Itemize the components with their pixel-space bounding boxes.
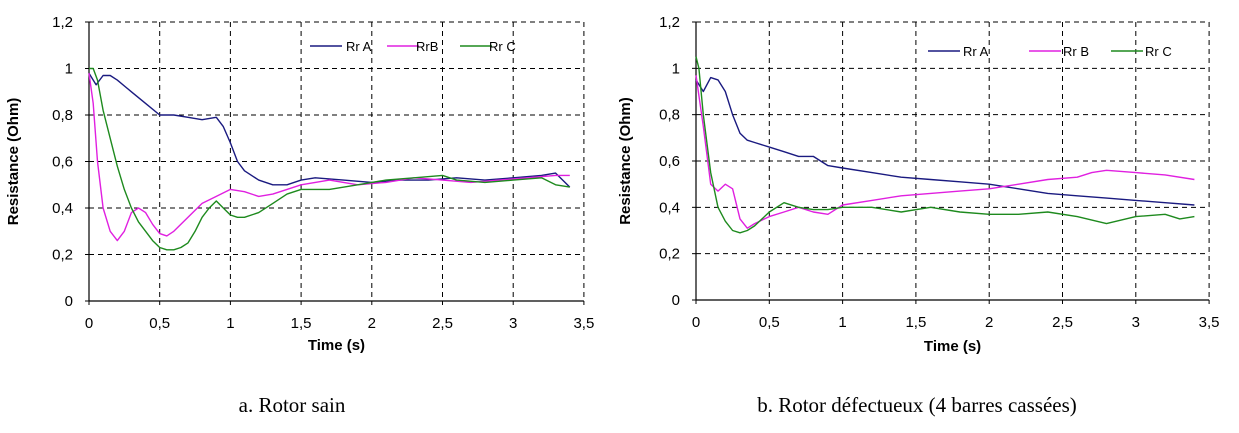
x-tick-label: 0,5 — [149, 315, 170, 332]
chart-caption: a. Rotor sain — [239, 393, 346, 417]
x-axis-title: Time (s) — [308, 337, 365, 354]
y-tick-label: 1 — [65, 61, 73, 78]
y-tick-label: 0,8 — [52, 107, 73, 124]
x-tick-label: 3 — [509, 315, 517, 332]
x-tick-label: 1 — [226, 315, 234, 332]
legend-label: Rr A — [346, 39, 372, 54]
x-tick-label: 2 — [985, 314, 993, 331]
x-tick-label: 2 — [368, 315, 376, 332]
y-axis-title: Resistance (Ohm) — [617, 97, 634, 225]
x-tick-label: 1,5 — [291, 315, 312, 332]
legend-label: Rr B — [1063, 44, 1089, 59]
legend-label: Rr C — [1145, 44, 1172, 59]
series-line-rrb — [88, 73, 570, 242]
x-tick-label: 3,5 — [1199, 314, 1220, 331]
y-tick-label: 0,4 — [52, 200, 73, 217]
y-axis-title: Resistance (Ohm) — [5, 98, 22, 226]
series-line-rr-c — [89, 67, 570, 251]
y-tick-label: 0 — [65, 293, 73, 310]
x-tick-label: 2,5 — [1052, 314, 1073, 331]
x-tick-label: 0,5 — [759, 314, 780, 331]
legend-label: RrB — [416, 39, 438, 54]
y-tick-label: 0,6 — [659, 153, 680, 170]
y-tick-label: 0,2 — [52, 247, 73, 264]
chart-a: 0 0,2 0,4 0,6 0,8 1 1,2 0 0,5 1 1,5 2 2,5 3 3,5 Time (s… — [5, 14, 594, 417]
series-line-rr-c — [695, 56, 1195, 234]
y-tick-label: 0 — [672, 292, 680, 309]
x-tick-label: 1 — [838, 314, 846, 331]
y-tick-label: 1,2 — [52, 14, 73, 31]
y-tick-label: 0,6 — [52, 154, 73, 171]
y-tick-label: 0,4 — [659, 199, 680, 216]
x-tick-label: 2,5 — [432, 315, 453, 332]
legend-label: Rr C — [489, 39, 516, 54]
x-axis-title: Time (s) — [924, 338, 981, 355]
x-tick-label: 0 — [85, 315, 93, 332]
x-tick-label: 0 — [692, 314, 700, 331]
series-line-rr-a — [88, 72, 571, 188]
chart-b: 0 0,2 0,4 0,6 0,8 1 1,2 0 0,5 1 1,5 2 2,5 3 3,5 Time (s… — [617, 14, 1220, 417]
x-tick-label: 1,5 — [905, 314, 926, 331]
x-tick-label: 3 — [1132, 314, 1140, 331]
y-tick-label: 0,2 — [659, 246, 680, 263]
y-tick-label: 0,8 — [659, 107, 680, 124]
x-tick-label: 3,5 — [573, 315, 594, 332]
chart-caption: b. Rotor défectueux (4 barres cassées) — [757, 393, 1077, 417]
series-line-rr-a — [695, 76, 1195, 206]
y-tick-label: 1 — [672, 60, 680, 77]
legend-label: Rr A — [963, 44, 989, 59]
y-tick-label: 1,2 — [659, 14, 680, 31]
series-line-rr-b — [695, 75, 1195, 229]
